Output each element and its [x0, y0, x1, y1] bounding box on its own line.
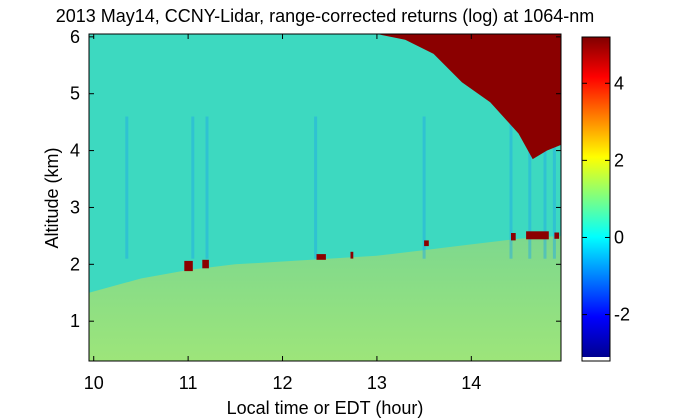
y-tick-label: 3 — [70, 197, 80, 217]
colorbar-tick-label: 4 — [614, 73, 624, 93]
y-tick-label: 6 — [70, 27, 80, 47]
colorbar-ticks: -2 0 2 4 — [582, 73, 630, 325]
x-tick-label: 11 — [179, 373, 198, 393]
colorbar: -2 0 2 4 — [581, 36, 630, 362]
colorbar-tick-label: 0 — [614, 227, 624, 247]
low-cloud-patch — [424, 240, 429, 247]
aerosol-streak — [422, 116, 426, 259]
upper-cloud-layer — [376, 34, 561, 160]
y-tick-label: 4 — [70, 141, 80, 161]
low-cloud-patch — [511, 233, 516, 241]
colorbar-gradient — [582, 37, 610, 357]
aerosol-streak — [191, 116, 195, 259]
plot-frame — [88, 33, 562, 362]
x-axis-label: Local time or EDT (hour) — [227, 398, 424, 418]
y-tick-label: 1 — [70, 311, 80, 331]
low-cloud-patch — [316, 254, 326, 260]
x-tick-label: 10 — [84, 373, 104, 393]
colorbar-frame — [581, 36, 611, 362]
colorbar-tick-label: 2 — [614, 150, 624, 170]
y-tick-label: 5 — [70, 84, 80, 104]
x-tick-label: 13 — [367, 373, 387, 393]
y-axis-label: Altitude (km) — [42, 147, 62, 248]
low-cloud-patch — [526, 231, 549, 240]
aerosol-streak — [552, 116, 556, 259]
chart-title: 2013 May14, CCNY-Lidar, range-corrected … — [56, 6, 595, 26]
low-cloud-patches — [184, 231, 560, 272]
low-cloud-patch — [202, 259, 209, 269]
aerosol-streak — [314, 116, 318, 259]
aerosol-streak — [509, 116, 513, 259]
x-tick-label: 14 — [461, 373, 481, 393]
y-axis: 1 2 3 4 5 6 — [70, 27, 561, 331]
aerosol-streak — [125, 116, 129, 259]
low-cloud-patch — [554, 232, 560, 239]
low-cloud-patch — [184, 260, 193, 272]
y-tick-label: 2 — [70, 254, 80, 274]
aerosol-streak — [528, 116, 532, 259]
boundary-layer-region — [89, 235, 561, 361]
aerosol-streak — [205, 116, 209, 259]
aerosol-streaks — [125, 116, 556, 259]
low-cloud-patch — [350, 251, 354, 259]
x-tick-label: 12 — [273, 373, 293, 393]
colorbar-tick-label: -2 — [614, 305, 630, 325]
aerosol-streak — [543, 116, 547, 259]
x-axis: 10 11 12 13 14 — [84, 34, 481, 393]
